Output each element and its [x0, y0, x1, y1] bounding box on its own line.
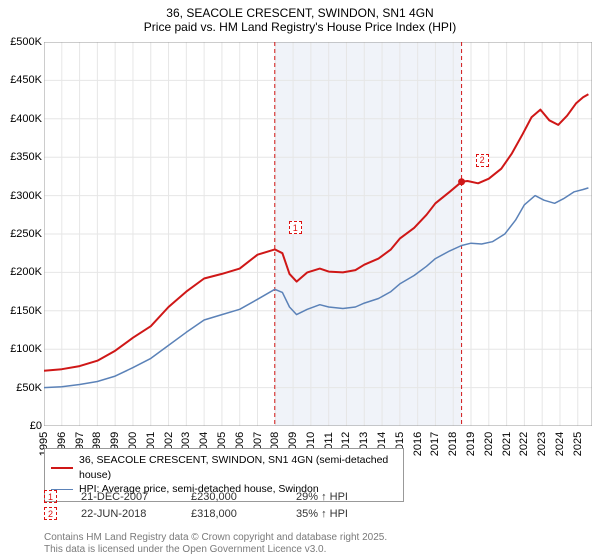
chart-area: £0£50K£100K£150K£200K£250K£300K£350K£400…	[44, 42, 592, 426]
y-tick-label: £200K	[0, 266, 42, 278]
footer-attribution: Contains HM Land Registry data © Crown c…	[44, 532, 387, 556]
event-marker-badge: 1	[44, 490, 57, 503]
event-delta: 35% ↑ HPI	[296, 508, 396, 520]
y-tick-label: £150K	[0, 305, 42, 317]
event-marker-1: 1	[289, 221, 302, 234]
title-block: 36, SEACOLE CRESCENT, SWINDON, SN1 4GN P…	[0, 0, 600, 36]
y-tick-label: £100K	[0, 343, 42, 355]
y-tick-label: £500K	[0, 36, 42, 48]
y-tick-label: £350K	[0, 151, 42, 163]
event-row: 1 21-DEC-2007 £230,000 29% ↑ HPI	[44, 490, 592, 503]
event-date: 21-DEC-2007	[81, 491, 191, 503]
x-tick-label: 2021	[501, 432, 513, 456]
x-tick-label: 2016	[412, 432, 424, 456]
event-date: 22-JUN-2018	[81, 508, 191, 520]
legend-row: 36, SEACOLE CRESCENT, SWINDON, SN1 4GN (…	[51, 453, 397, 482]
event-row: 2 22-JUN-2018 £318,000 35% ↑ HPI	[44, 507, 592, 520]
y-tick-label: £400K	[0, 113, 42, 125]
footer-line1: Contains HM Land Registry data © Crown c…	[44, 532, 387, 544]
legend-swatch	[51, 467, 73, 469]
y-tick-label: £300K	[0, 190, 42, 202]
y-tick-label: £0	[0, 420, 42, 432]
x-tick-label: 2020	[483, 432, 495, 456]
event-marker-badge: 2	[44, 507, 57, 520]
x-tick-label: 2025	[572, 432, 584, 456]
events-table: 1 21-DEC-2007 £230,000 29% ↑ HPI 2 22-JUN…	[44, 490, 592, 524]
x-tick-label: 2017	[429, 432, 441, 456]
chart-svg	[44, 42, 592, 426]
title-subtitle: Price paid vs. HM Land Registry's House …	[0, 20, 600, 34]
y-tick-label: £250K	[0, 228, 42, 240]
x-tick-label: 2023	[536, 432, 548, 456]
event-price: £318,000	[191, 508, 296, 520]
event-price: £230,000	[191, 491, 296, 503]
chart-container: 36, SEACOLE CRESCENT, SWINDON, SN1 4GN P…	[0, 0, 600, 560]
y-tick-label: £50K	[0, 382, 42, 394]
title-address: 36, SEACOLE CRESCENT, SWINDON, SN1 4GN	[0, 6, 600, 20]
footer-line2: This data is licensed under the Open Gov…	[44, 544, 387, 556]
y-tick-label: £450K	[0, 74, 42, 86]
event-marker-2: 2	[476, 154, 489, 167]
x-tick-label: 2019	[465, 432, 477, 456]
event-delta: 29% ↑ HPI	[296, 491, 396, 503]
x-tick-label: 2018	[447, 432, 459, 456]
legend-label: 36, SEACOLE CRESCENT, SWINDON, SN1 4GN (…	[79, 453, 397, 482]
x-tick-label: 2022	[518, 432, 530, 456]
x-tick-label: 2024	[554, 432, 566, 456]
